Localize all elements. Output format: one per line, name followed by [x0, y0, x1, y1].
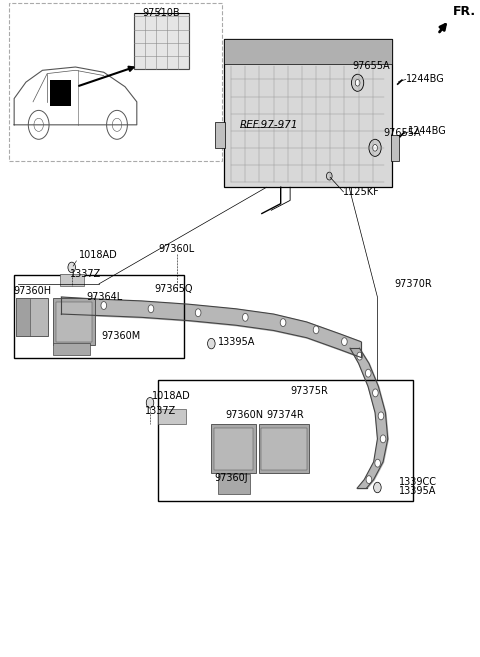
- Text: 97510B: 97510B: [143, 8, 180, 18]
- Text: 97360M: 97360M: [101, 330, 141, 341]
- Text: 1244BG: 1244BG: [406, 74, 444, 84]
- Text: 97360H: 97360H: [13, 286, 51, 296]
- Text: 1244BG: 1244BG: [408, 126, 447, 137]
- Circle shape: [280, 319, 286, 327]
- Text: 97655A: 97655A: [383, 128, 420, 138]
- Circle shape: [366, 476, 372, 484]
- Bar: [158, 380, 413, 501]
- Bar: [53, 298, 96, 345]
- Circle shape: [207, 338, 215, 349]
- Circle shape: [375, 459, 381, 467]
- Bar: [15, 298, 30, 336]
- Circle shape: [372, 145, 377, 151]
- Circle shape: [365, 369, 371, 377]
- Text: 97360J: 97360J: [215, 473, 248, 483]
- Bar: [224, 39, 392, 187]
- Text: 97364L: 97364L: [86, 292, 122, 302]
- Text: REF.97-971: REF.97-971: [240, 120, 298, 130]
- Bar: [49, 80, 71, 106]
- Text: 1018AD: 1018AD: [152, 391, 191, 401]
- Circle shape: [101, 302, 107, 309]
- Circle shape: [355, 79, 360, 86]
- Bar: [60, 274, 84, 286]
- Bar: [56, 302, 93, 342]
- Text: 97360N: 97360N: [226, 411, 264, 420]
- Bar: [14, 275, 184, 358]
- Text: 97655A: 97655A: [353, 61, 391, 71]
- Text: 1125KF: 1125KF: [343, 187, 380, 197]
- Circle shape: [369, 139, 381, 156]
- Circle shape: [326, 172, 332, 180]
- Bar: [15, 298, 48, 336]
- Text: 13395A: 13395A: [218, 337, 255, 348]
- Bar: [214, 428, 253, 470]
- Circle shape: [342, 338, 347, 346]
- Bar: [215, 122, 225, 148]
- Circle shape: [242, 313, 248, 321]
- Circle shape: [68, 262, 75, 273]
- Text: FR.: FR.: [453, 5, 476, 18]
- Circle shape: [372, 389, 378, 397]
- Bar: [259, 424, 310, 473]
- Text: 97375R: 97375R: [290, 386, 328, 396]
- Circle shape: [195, 309, 201, 317]
- Circle shape: [357, 352, 362, 360]
- Text: 1337Z: 1337Z: [145, 406, 177, 416]
- Bar: [224, 39, 392, 64]
- Circle shape: [380, 435, 386, 443]
- Bar: [134, 13, 189, 69]
- Text: 1337Z: 1337Z: [70, 269, 101, 279]
- Circle shape: [313, 326, 319, 334]
- Text: 97365Q: 97365Q: [155, 284, 193, 294]
- Circle shape: [351, 74, 364, 91]
- Text: 97370R: 97370R: [394, 279, 432, 289]
- Bar: [261, 428, 307, 470]
- Text: 1018AD: 1018AD: [79, 250, 118, 260]
- Circle shape: [146, 397, 154, 408]
- Bar: [391, 135, 399, 161]
- Circle shape: [148, 305, 154, 313]
- Circle shape: [378, 412, 384, 420]
- Bar: [158, 409, 186, 424]
- Text: 13395A: 13395A: [398, 486, 436, 497]
- Bar: [10, 3, 222, 161]
- Text: 97374R: 97374R: [266, 411, 304, 420]
- Circle shape: [373, 482, 381, 493]
- Text: 1339CC: 1339CC: [398, 476, 437, 487]
- Text: 97360L: 97360L: [159, 244, 195, 254]
- Bar: [53, 343, 90, 355]
- Bar: [218, 474, 250, 494]
- Bar: [211, 424, 256, 473]
